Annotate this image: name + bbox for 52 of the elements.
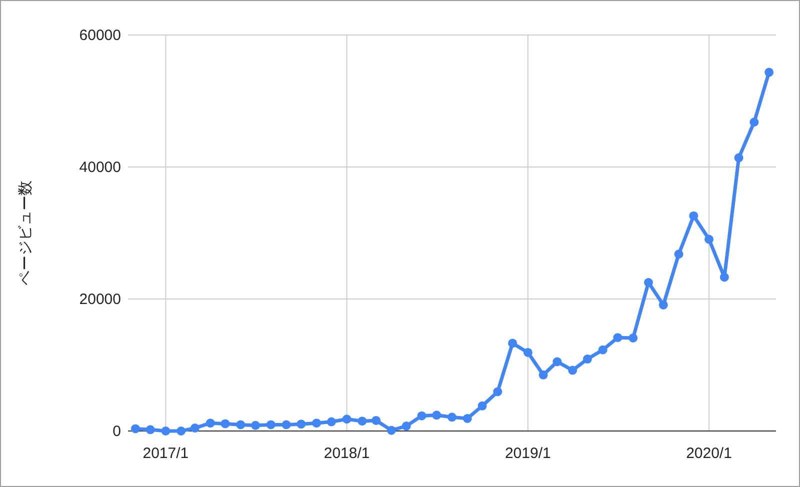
point	[552, 357, 562, 366]
point	[220, 419, 230, 428]
point	[704, 234, 714, 244]
point	[462, 414, 472, 423]
point	[251, 420, 260, 430]
point	[282, 420, 291, 430]
point	[417, 411, 426, 420]
y-tick-label: 20000	[79, 291, 121, 308]
point	[448, 412, 456, 422]
x-tick-label: 2017/1	[142, 445, 189, 462]
point	[764, 68, 774, 77]
y-axis-title: ページビュー数	[17, 180, 34, 286]
point	[508, 338, 518, 348]
x-tick-label: 2019/1	[504, 445, 551, 462]
y-tick-label: 0	[112, 423, 121, 440]
y-tick-label: 60000	[79, 27, 121, 44]
point	[266, 420, 276, 430]
point	[493, 387, 502, 396]
point	[176, 426, 186, 436]
point	[402, 422, 411, 431]
point	[644, 278, 653, 287]
point	[750, 118, 759, 127]
point	[432, 410, 442, 420]
point	[674, 250, 684, 259]
point	[372, 416, 381, 425]
point	[598, 345, 608, 354]
point	[236, 420, 246, 430]
point	[734, 153, 744, 162]
point	[386, 426, 396, 435]
point	[161, 426, 170, 436]
point	[720, 272, 729, 282]
point	[206, 418, 215, 428]
y-tick-label: 40000	[79, 159, 121, 176]
point	[358, 416, 367, 426]
point	[582, 354, 592, 364]
point	[628, 333, 638, 342]
point	[689, 211, 698, 220]
point	[190, 424, 200, 433]
point	[326, 417, 336, 426]
point	[523, 348, 532, 357]
point	[568, 366, 578, 375]
point	[146, 425, 155, 434]
point	[312, 418, 322, 428]
point	[613, 333, 622, 342]
x-tick-label: 2018/1	[324, 445, 370, 462]
x-tick-label: 2020/1	[686, 445, 732, 462]
point	[478, 401, 487, 410]
point	[658, 300, 668, 310]
point	[130, 424, 140, 434]
point	[342, 414, 352, 424]
point	[538, 370, 548, 380]
point	[296, 420, 306, 429]
